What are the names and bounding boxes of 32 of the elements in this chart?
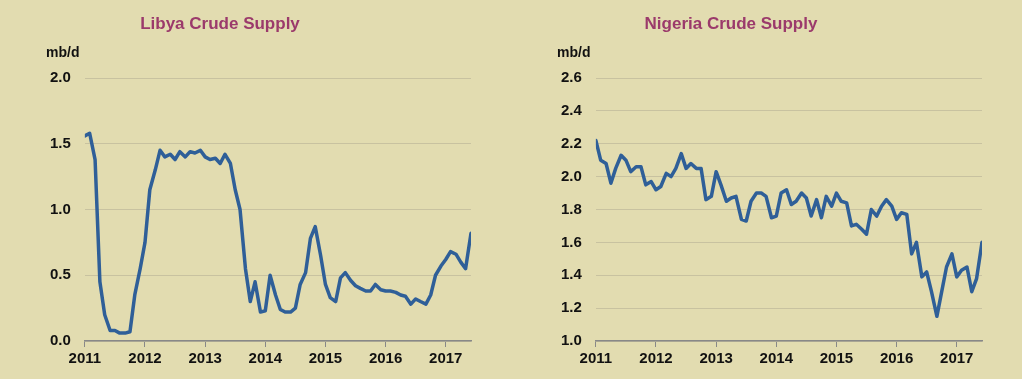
x-tick-label: 2011 [68, 349, 102, 367]
x-tick-label: 2016 [879, 349, 914, 367]
x-tick-label: 2014 [759, 349, 794, 367]
y-axis-title: mb/d [557, 44, 591, 60]
x-tick-label: 2017 [940, 349, 974, 367]
y-axis-title: mb/d [46, 44, 80, 60]
y-tick-label: 1.0 [49, 199, 71, 217]
y-tick-label: 1.8 [560, 199, 582, 217]
chart-title: Nigeria Crude Supply [643, 14, 819, 34]
x-tick-label: 2015 [819, 349, 854, 367]
y-tick-label: 2.2 [560, 133, 582, 151]
y-tick-label: 2.6 [560, 68, 582, 86]
x-tick-label: 2013 [699, 349, 733, 367]
x-tick-label: 2014 [248, 349, 283, 367]
y-tick-label: 2.0 [49, 68, 71, 86]
y-tick-label: 1.0 [560, 331, 582, 349]
y-tick-label: 0.5 [49, 265, 71, 283]
x-tick-label: 2017 [429, 349, 463, 367]
y-tick-label: 0.0 [49, 331, 71, 349]
y-tick-label: 1.6 [560, 232, 582, 250]
x-tick-label: 2012 [128, 349, 162, 367]
y-tick-label: 2.0 [560, 166, 582, 184]
x-tick-label: 2016 [368, 349, 403, 367]
y-tick-label: 1.5 [49, 133, 71, 151]
chart-title: Libya Crude Supply [139, 14, 301, 34]
x-tick-label: 2013 [188, 349, 222, 367]
x-tick-label: 2011 [579, 349, 613, 367]
y-tick-label: 1.4 [560, 265, 583, 283]
y-tick-label: 1.2 [560, 298, 582, 316]
x-tick-label: 2012 [639, 349, 673, 367]
y-tick-label: 2.4 [560, 101, 583, 119]
x-tick-label: 2015 [308, 349, 343, 367]
